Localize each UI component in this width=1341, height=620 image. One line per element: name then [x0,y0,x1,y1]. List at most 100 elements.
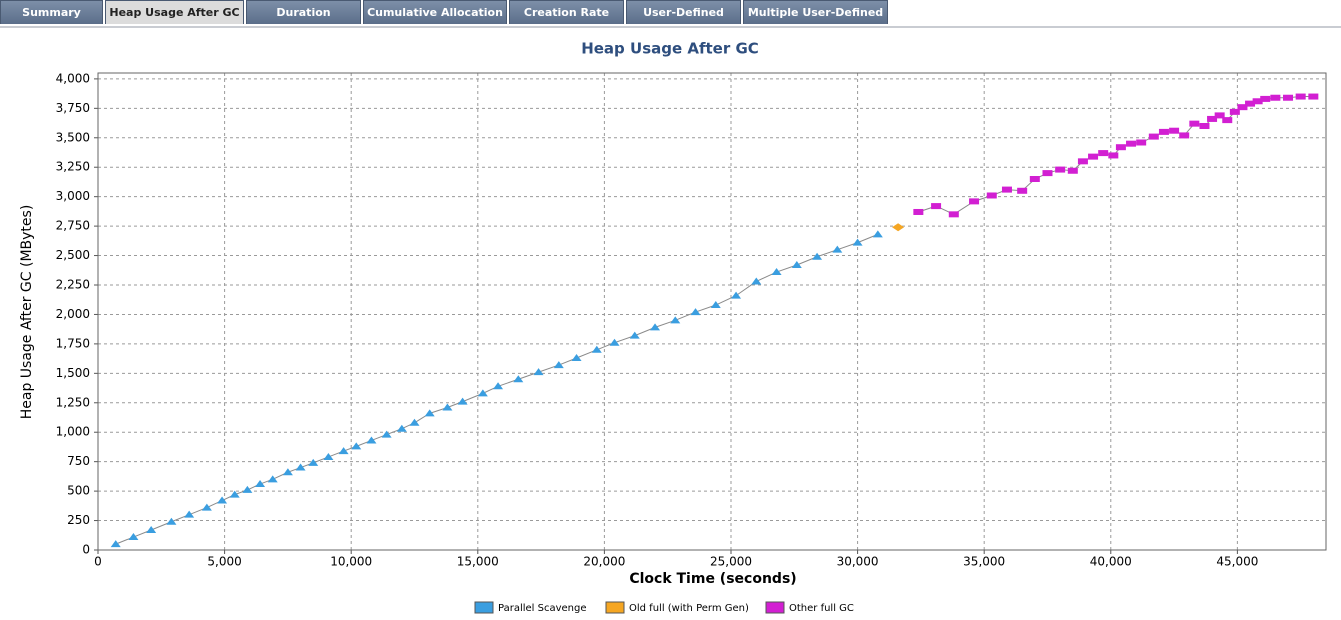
tab[interactable]: Summary [0,0,103,24]
y-tick-label: 1,500 [56,366,90,380]
data-point [1229,108,1240,115]
y-tick-label: 1,250 [56,395,90,409]
data-point [931,203,942,210]
plot-frame [97,72,1327,551]
data-point [110,540,121,548]
tab[interactable]: Duration [246,0,361,24]
data-point [1283,94,1294,101]
data-point [1108,152,1119,159]
chart: Heap Usage After GC Clock Time (seconds)… [19,40,1327,614]
data-point [366,436,377,444]
x-tick-label: 25,000 [710,555,752,569]
data-point [477,389,488,397]
data-point [571,354,582,362]
data-point [751,277,762,285]
data-point [409,418,420,426]
y-tick-label: 2,500 [56,248,90,262]
x-tick-label: 10,000 [330,555,372,569]
tab[interactable]: Cumulative Allocation [363,0,507,24]
data-point [1308,93,1319,100]
data-point [872,230,883,238]
data-point [1148,133,1159,140]
data-point [1088,153,1099,160]
data-point [1214,112,1225,119]
data-point [1115,144,1126,151]
data-point [670,316,681,324]
data-point [396,424,407,432]
y-tick-label: 500 [67,484,90,498]
data-point [948,211,959,218]
data-point [1017,187,1028,194]
data-point [609,338,620,346]
x-tick-label: 45,000 [1216,555,1258,569]
data-point [493,382,504,390]
data-point [1126,140,1137,147]
legend-swatch [474,601,494,614]
y-tick-label: 3,000 [56,189,90,203]
data-point [1270,94,1281,101]
x-axis-label: Clock Time (seconds) [629,571,796,587]
data-point [591,345,602,353]
y-tick-label: 250 [67,513,90,527]
data-point [832,245,843,253]
data-point [1001,186,1012,193]
data-point [146,525,157,533]
data-point [338,447,349,455]
data-point [201,503,212,511]
data-point [184,510,195,518]
data-point [1136,139,1147,146]
data-point [242,485,253,493]
data-point [128,533,139,541]
x-tick-label: 20,000 [583,555,625,569]
data-point [457,397,468,405]
x-tick-label: 15,000 [457,555,499,569]
data-point [217,496,228,504]
legend-swatch [605,601,625,614]
data-point [513,375,524,383]
y-tick-label: 2,250 [56,278,90,292]
data-point [1158,128,1169,135]
data-point [771,268,782,276]
data-point [731,291,742,299]
data-point [710,301,721,309]
data-point [424,409,435,417]
data-point [1189,120,1200,127]
data-point [1222,117,1233,124]
data-point [351,442,362,450]
y-tick-label: 3,750 [56,101,90,115]
y-axis-label: Heap Usage After GC (MBytes) [19,205,35,420]
data-point [1042,170,1053,177]
tab[interactable]: Creation Rate [509,0,624,24]
data-point [442,403,453,411]
data-point [255,480,266,488]
x-tick-label: 35,000 [963,555,1005,569]
data-point [650,323,661,331]
data-point [267,475,278,483]
data-point [1077,158,1088,165]
data-point [323,452,334,460]
tab[interactable]: Heap Usage After GC [105,0,244,24]
tab[interactable]: Multiple User-Defined [743,0,888,24]
data-point [1295,93,1306,100]
data-point [986,192,997,199]
data-point [1260,95,1271,102]
data-point [553,361,564,369]
data-point [229,490,240,498]
tab[interactable]: User-Defined [626,0,741,24]
y-tick-label: 2,000 [56,307,90,321]
x-tick-label: 40,000 [1090,555,1132,569]
data-point [282,468,293,476]
data-point [1098,150,1109,157]
y-tick-label: 2,750 [56,219,90,233]
data-point [1199,123,1210,129]
y-tick-label: 0 [82,543,90,557]
data-point [1252,98,1263,105]
x-tick-label: 0 [94,555,102,569]
data-point [629,331,640,339]
data-point [892,223,905,232]
legend-swatch [765,601,785,614]
y-tick-label: 3,250 [56,160,90,174]
tab-bar: Summary Heap Usage After GC Duration Cumula… [0,0,1341,28]
data-point [1067,167,1078,174]
